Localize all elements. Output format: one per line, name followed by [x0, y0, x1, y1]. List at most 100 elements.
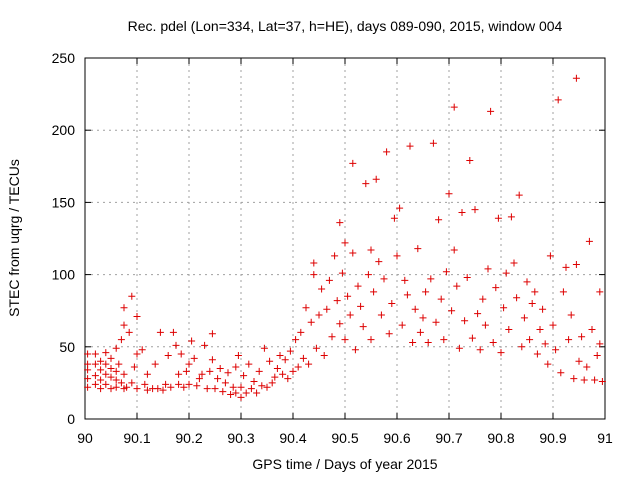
data-point [211, 385, 219, 393]
data-point [120, 304, 128, 312]
data-point [156, 328, 164, 336]
data-point [219, 388, 227, 396]
data-point [388, 299, 396, 307]
data-point [565, 336, 573, 344]
data-point [341, 239, 349, 247]
data-point [357, 302, 365, 310]
data-point [97, 376, 105, 384]
x-tick-label: 90.5 [331, 430, 358, 446]
data-point [266, 357, 274, 365]
data-point [117, 336, 125, 344]
data-point [245, 360, 253, 368]
data-point [302, 304, 310, 312]
data-point [458, 209, 466, 217]
data-point [154, 385, 162, 393]
data-point [182, 367, 190, 375]
data-point [419, 314, 427, 322]
data-point [533, 350, 541, 358]
data-point [203, 385, 211, 393]
data-point [471, 206, 479, 214]
data-point [396, 204, 404, 212]
data-point [91, 372, 99, 380]
data-point [281, 356, 289, 364]
data-point [403, 291, 411, 299]
x-tick-label: 90.7 [435, 430, 462, 446]
x-tick-label: 90.4 [279, 430, 306, 446]
data-point [151, 360, 159, 368]
data-point [102, 360, 110, 368]
data-point [328, 333, 336, 341]
data-point [102, 349, 110, 357]
data-point [97, 357, 105, 365]
data-point [338, 269, 346, 277]
data-point [307, 318, 315, 326]
data-point [84, 350, 92, 358]
data-point [284, 375, 292, 383]
data-point [260, 344, 268, 352]
data-point [435, 216, 443, 224]
x-tick-label: 90.1 [123, 430, 150, 446]
x-axis-label: GPS time / Days of year 2015 [252, 456, 437, 472]
x-tick-label: 90.6 [383, 430, 410, 446]
data-point [162, 380, 170, 388]
data-point [97, 366, 105, 374]
x-tick-label: 90 [77, 430, 93, 446]
data-point [232, 389, 240, 397]
data-point [479, 295, 487, 303]
data-point [133, 350, 141, 358]
data-point [494, 214, 502, 222]
data-point [318, 285, 326, 293]
data-point [385, 330, 393, 338]
data-point [331, 252, 339, 260]
data-point [310, 271, 318, 279]
data-point [437, 295, 445, 303]
data-point [432, 318, 440, 326]
data-point [107, 354, 115, 362]
data-point [141, 380, 149, 388]
data-point [546, 252, 554, 260]
data-point [102, 380, 110, 388]
data-point [164, 351, 172, 359]
data-point [286, 347, 294, 355]
data-point [224, 369, 232, 377]
data-point [406, 142, 414, 150]
data-point [572, 74, 580, 82]
data-point [240, 372, 248, 380]
data-point [526, 336, 534, 344]
data-point [180, 383, 188, 391]
data-point [455, 344, 463, 352]
data-point [195, 375, 203, 383]
data-point [208, 330, 216, 338]
data-point [221, 379, 229, 387]
data-point [351, 346, 359, 354]
data-point [185, 380, 193, 388]
data-point [370, 288, 378, 296]
data-point [422, 288, 430, 296]
data-point [305, 360, 313, 368]
data-point [364, 271, 372, 279]
data-point [489, 338, 497, 346]
data-point [549, 321, 557, 329]
data-point [247, 385, 255, 393]
grid-lines [85, 58, 605, 419]
data-point [125, 328, 133, 336]
data-point [102, 370, 110, 378]
data-point [497, 349, 505, 357]
data-point [593, 351, 601, 359]
data-point [268, 379, 276, 387]
data-point [310, 259, 318, 267]
data-point [349, 159, 357, 167]
data-point [292, 336, 300, 344]
data-point [193, 382, 201, 390]
data-point [411, 305, 419, 313]
data-point [159, 386, 167, 394]
data-point [138, 346, 146, 354]
data-point [377, 311, 385, 319]
data-point [333, 297, 341, 305]
y-tick-label: 200 [52, 122, 76, 138]
data-point [229, 383, 237, 391]
data-point [427, 275, 435, 283]
data-point [271, 373, 279, 381]
data-point [97, 385, 105, 393]
